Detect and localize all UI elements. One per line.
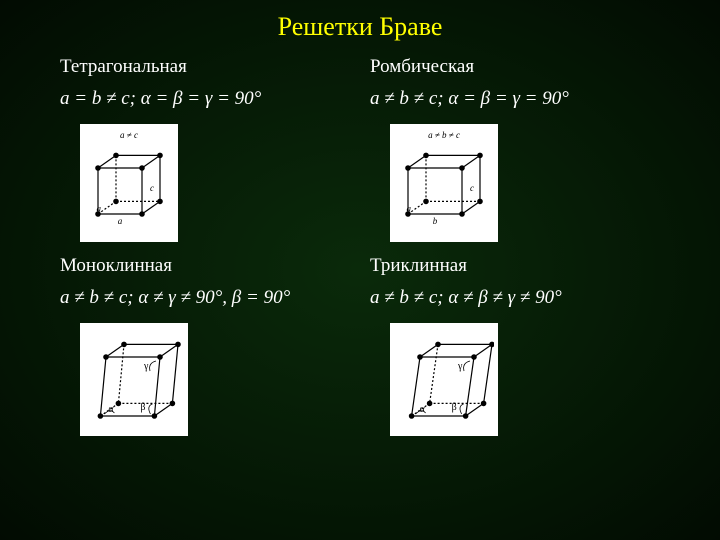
cell-triclinic: Триклинная a ≠ b ≠ c; α ≠ β ≠ γ ≠ 90° α β…	[370, 251, 680, 450]
cell-formula: a ≠ b ≠ c; α ≠ γ ≠ 90°, β = 90°	[60, 287, 370, 309]
lattice-diagram: α β γ	[80, 323, 188, 436]
page-title: Решетки Браве	[0, 0, 720, 42]
cell-name: Моноклинная	[60, 255, 370, 277]
cell-name: Тетрагональная	[60, 56, 370, 78]
cell-formula: a ≠ b ≠ c; α = β = γ = 90°	[370, 88, 680, 110]
svg-text:β: β	[452, 402, 457, 413]
lattice-diagram: a ≠ b ≠ c b c a	[390, 124, 498, 242]
cell-formula: a = b ≠ c; α = β = γ = 90°	[60, 88, 370, 110]
svg-text:γ: γ	[457, 361, 463, 372]
cell-name: Ромбическая	[370, 56, 680, 78]
cell-formula: a ≠ b ≠ c; α ≠ β ≠ γ ≠ 90°	[370, 287, 680, 309]
svg-text:γ: γ	[143, 361, 149, 372]
cell-name: Триклинная	[370, 255, 680, 277]
svg-text:a: a	[118, 216, 123, 226]
svg-text:a ≠ b ≠ c: a ≠ b ≠ c	[428, 130, 460, 140]
cell-rhombic: Ромбическая a ≠ b ≠ c; α = β = γ = 90° a…	[370, 52, 680, 251]
lattice-diagram: a ≠ c a c a	[80, 124, 178, 242]
cell-monoclinic: Моноклинная a ≠ b ≠ c; α ≠ γ ≠ 90°, β = …	[60, 251, 370, 450]
lattice-diagram: α β γ	[390, 323, 498, 436]
svg-text:α: α	[108, 404, 114, 415]
lattice-grid: Тетрагональная a = b ≠ c; α = β = γ = 90…	[0, 42, 720, 450]
svg-text:a: a	[97, 204, 102, 214]
cell-tetragonal: Тетрагональная a = b ≠ c; α = β = γ = 90…	[60, 52, 370, 251]
svg-text:a: a	[407, 204, 412, 214]
svg-text:β: β	[140, 402, 145, 413]
svg-text:c: c	[150, 183, 154, 193]
svg-text:c: c	[470, 183, 474, 193]
svg-text:a ≠ c: a ≠ c	[120, 130, 138, 140]
svg-text:b: b	[433, 216, 438, 226]
svg-text:α: α	[420, 404, 426, 415]
